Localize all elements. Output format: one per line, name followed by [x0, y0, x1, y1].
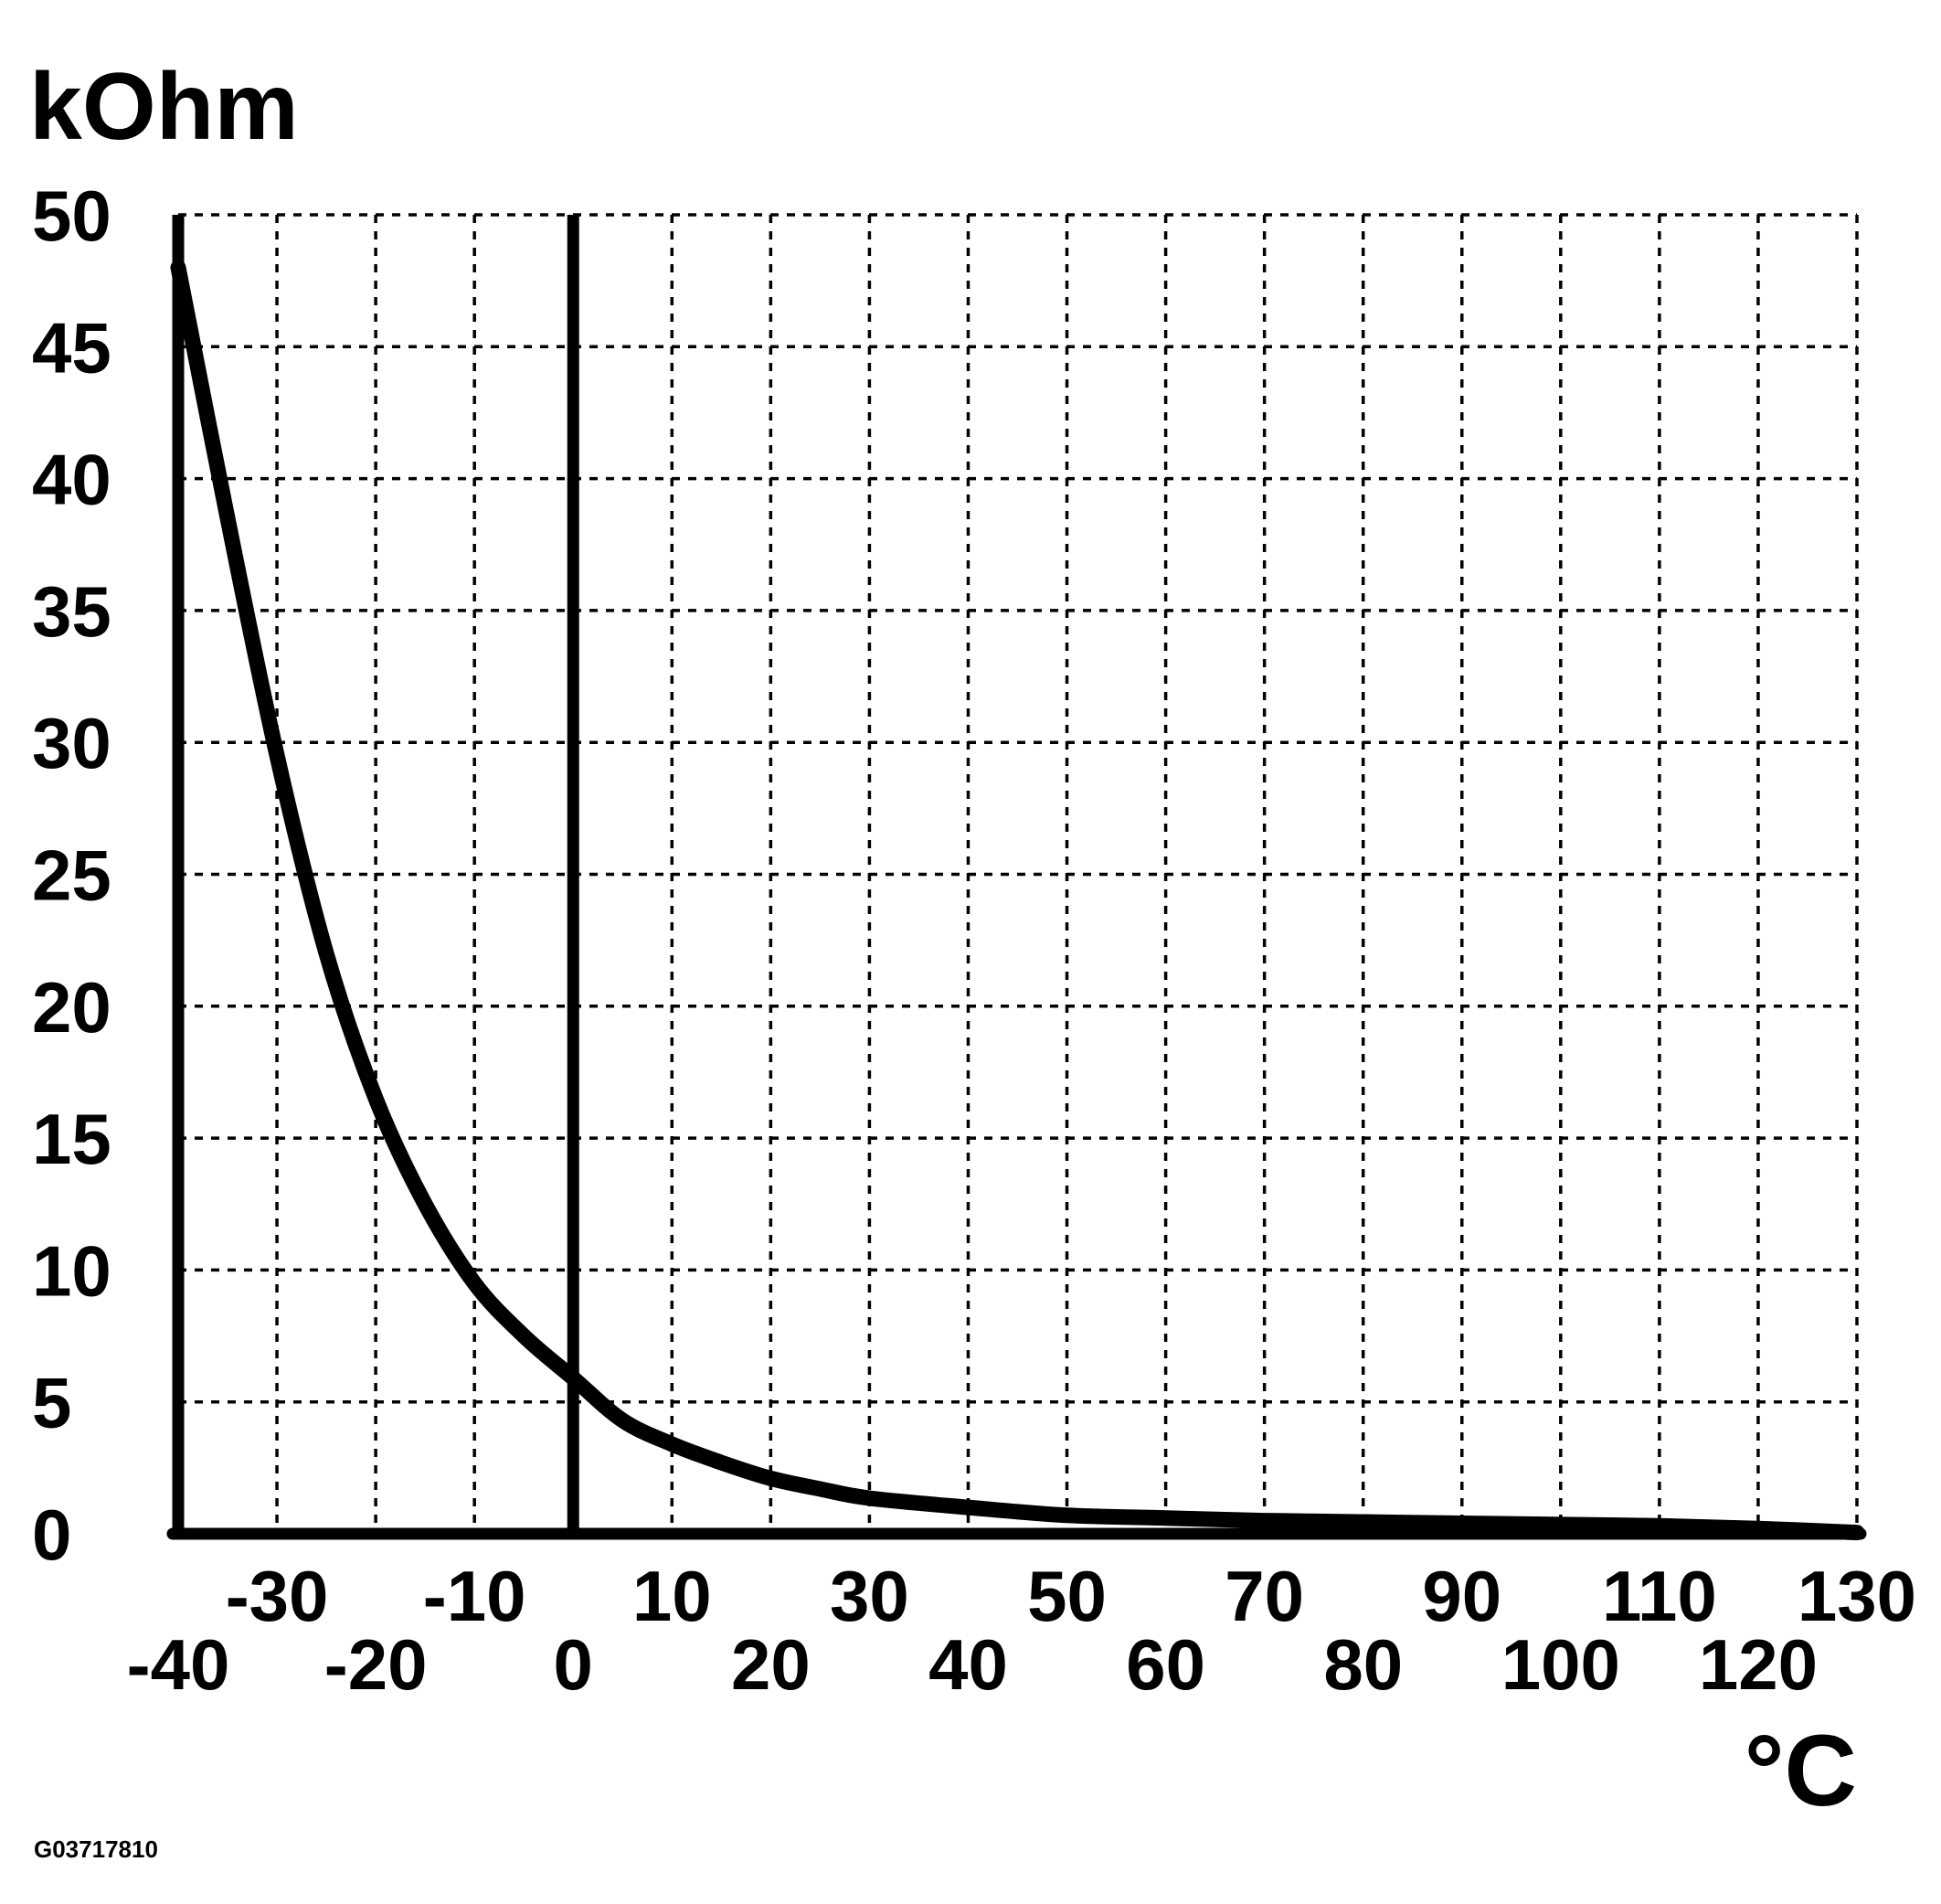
y-tick-label: 0 — [32, 1494, 71, 1575]
series-line-0 — [170, 260, 1865, 1541]
y-tick-label: 10 — [32, 1230, 111, 1311]
x-tick-label: 50 — [1027, 1556, 1107, 1636]
y-tick-label: 45 — [32, 307, 111, 388]
x-tick-label: 110 — [1602, 1556, 1717, 1636]
x-tick-label: 100 — [1501, 1624, 1620, 1705]
x-tick-label: -40 — [127, 1624, 230, 1705]
figure-code: G03717810 — [34, 1835, 158, 1863]
x-tick-label: 10 — [632, 1556, 712, 1636]
x-tick-label: 20 — [731, 1624, 811, 1705]
x-tick-label: 60 — [1126, 1624, 1205, 1705]
grid — [178, 213, 1859, 1534]
series-layer — [170, 260, 1865, 1541]
x-tick-label: 0 — [554, 1624, 593, 1705]
x-tick-labels: -30 -10 10 30 50 70 90 110 130 -40 -20 0 20 40 60 80 100… — [127, 1556, 1916, 1705]
x-tick-label: -20 — [324, 1624, 428, 1705]
x-tick-label: -10 — [423, 1556, 526, 1636]
x-tick-label: 70 — [1225, 1556, 1304, 1636]
y-tick-label: 25 — [32, 835, 111, 916]
axes — [166, 215, 1867, 1540]
x-tick-label: -30 — [226, 1556, 329, 1636]
y-tick-label: 35 — [32, 571, 111, 652]
y-tick-label: 30 — [32, 703, 111, 783]
x-axis-label: °C — [1745, 1715, 1857, 1827]
y-axis-label: kOhm — [29, 54, 299, 160]
x-tick-label: 40 — [928, 1624, 1008, 1705]
y-tick-label: 50 — [32, 176, 111, 256]
x-tick-label: 90 — [1422, 1556, 1501, 1636]
y-tick-labels: 0 5 10 15 20 25 30 35 40 45 50 — [32, 176, 111, 1575]
x-tick-label: 80 — [1323, 1624, 1403, 1705]
y-tick-label: 40 — [32, 440, 111, 520]
y-tick-label: 5 — [32, 1363, 71, 1443]
y-tick-label: 20 — [32, 967, 111, 1048]
x-tick-label: 30 — [830, 1556, 909, 1636]
x-tick-label: 130 — [1798, 1556, 1916, 1636]
y-tick-label: 15 — [32, 1099, 111, 1179]
x-tick-label: 120 — [1699, 1624, 1818, 1705]
